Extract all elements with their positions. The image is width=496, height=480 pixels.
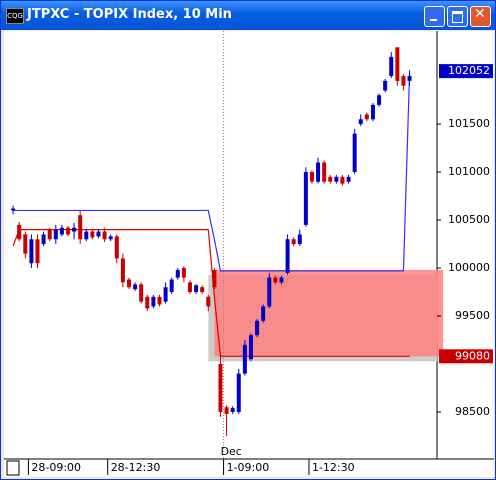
- y-tick-label: 101500: [448, 117, 490, 130]
- chart-bg: [4, 31, 494, 477]
- candle-body: [35, 239, 40, 264]
- candle-body: [242, 344, 247, 374]
- candle-body: [230, 408, 235, 412]
- candle-body: [78, 215, 83, 240]
- candle-body: [157, 296, 162, 305]
- price-marker: [439, 64, 493, 79]
- candle-body: [395, 47, 400, 81]
- candle-body: [309, 172, 314, 182]
- candle-body: [169, 279, 174, 293]
- candle-body: [59, 227, 64, 235]
- minimize-button[interactable]: [424, 6, 445, 27]
- candle-body: [108, 236, 113, 240]
- candle-body: [53, 229, 58, 240]
- candle-body: [218, 363, 223, 412]
- candle-body: [23, 234, 28, 254]
- price-marker-label: 102052: [448, 64, 490, 77]
- candle-body: [248, 335, 253, 360]
- candle-body: [346, 176, 351, 182]
- candle-body: [407, 76, 412, 81]
- title-bar: CQG JTPXC - TOPIX Index, 10 Min ✕: [1, 1, 495, 30]
- candle-body: [133, 284, 138, 290]
- scroll-box[interactable]: [6, 460, 20, 476]
- candle-body: [72, 227, 77, 232]
- price-marker: [439, 349, 493, 364]
- x-tick-label: 1-12:30: [312, 461, 355, 474]
- candle-body: [11, 208, 16, 211]
- candle-body: [175, 269, 180, 278]
- candle-body: [322, 162, 327, 182]
- chart: Dec 98500 99500 100000 100500 101000 101500 102…: [4, 31, 494, 477]
- candle-body: [255, 320, 260, 336]
- candle-body: [206, 296, 211, 307]
- price-marker-label: 99080: [455, 349, 490, 362]
- y-tick-label: 100500: [448, 213, 490, 226]
- candle-body: [102, 231, 107, 240]
- candle-body: [90, 231, 95, 238]
- candle-body: [236, 373, 241, 412]
- candle-body: [200, 287, 205, 293]
- y-tick-label: 98500: [455, 405, 490, 418]
- candle-body: [291, 239, 296, 245]
- candle-body: [364, 114, 369, 120]
- x-tick-label: 28-12:30: [111, 461, 161, 474]
- candle-body: [145, 296, 150, 309]
- candle-body: [340, 176, 345, 184]
- y-tick-label: 99500: [455, 309, 490, 322]
- x-tick-label: 1-09:00: [227, 461, 270, 474]
- candle-body: [29, 239, 34, 264]
- x-tick-label: 28-09:00: [31, 461, 81, 474]
- candle-body: [84, 231, 89, 240]
- candle-body: [47, 229, 52, 240]
- candle-body: [328, 176, 333, 182]
- candle-body: [389, 56, 394, 77]
- app-icon: CQG: [6, 8, 24, 24]
- candle-body: [96, 231, 101, 237]
- candle-body: [358, 119, 363, 125]
- candle-body: [114, 236, 119, 259]
- candle-body: [224, 407, 229, 414]
- candle-body: [163, 287, 168, 302]
- y-tick-label: 101000: [448, 165, 490, 178]
- candle-body: [303, 172, 308, 225]
- zone: [214, 269, 444, 357]
- y-tick-label: 100000: [448, 261, 490, 274]
- candle-body: [41, 234, 46, 245]
- candle-body: [267, 277, 272, 307]
- candle-body: [194, 285, 199, 293]
- candle-body: [352, 133, 357, 173]
- candle-body: [126, 279, 131, 288]
- candle-body: [181, 268, 186, 278]
- candle-body: [273, 277, 278, 283]
- candle-body: [17, 224, 22, 240]
- candle-body: [316, 162, 321, 182]
- candle-body: [370, 104, 375, 120]
- overlay-line: [13, 73, 411, 272]
- candle-body: [120, 258, 125, 283]
- candle-body: [297, 234, 302, 245]
- maximize-button[interactable]: [447, 6, 468, 27]
- candle-body: [65, 227, 70, 235]
- candle-body: [279, 277, 284, 283]
- candle-body: [401, 76, 406, 86]
- candle-body: [334, 176, 339, 182]
- candle-body: [377, 95, 382, 105]
- candle-body: [212, 269, 217, 288]
- close-button[interactable]: ✕: [470, 6, 491, 27]
- candle-body: [261, 306, 266, 321]
- candle-body: [285, 239, 290, 273]
- separator-label: Dec: [221, 445, 242, 458]
- candle-body: [383, 80, 388, 91]
- candle-body: [187, 282, 192, 293]
- candle-body: [139, 284, 144, 302]
- candle-body: [151, 296, 156, 307]
- window-title: JTPXC - TOPIX Index, 10 Min: [27, 7, 232, 22]
